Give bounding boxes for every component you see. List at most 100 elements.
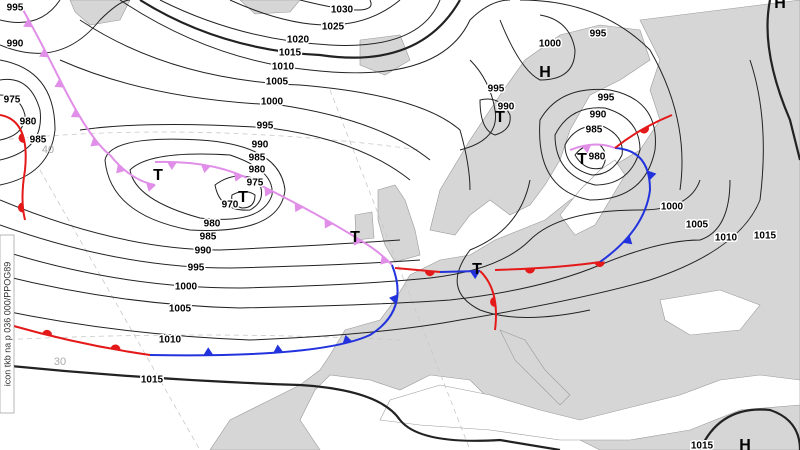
isobar-label: 980	[589, 152, 606, 163]
isobar-label: 1000	[175, 282, 198, 293]
front-triangle	[273, 344, 284, 353]
front-triangle	[70, 108, 81, 118]
isobar	[0, 224, 421, 269]
front-triangle	[203, 347, 214, 356]
front-triangle	[389, 294, 398, 305]
isobar-label: 1015	[141, 375, 164, 386]
isobar	[129, 153, 273, 220]
isobar-label: 990	[498, 102, 515, 113]
british-isles	[354, 184, 421, 263]
isobar	[0, 199, 401, 251]
isobar-label: 990	[252, 140, 269, 151]
isobar	[0, 78, 41, 161]
warm-front	[479, 270, 497, 331]
front-triangle	[39, 48, 49, 58]
isobar	[0, 59, 764, 341]
front-semicircle	[110, 344, 121, 351]
side-text: icon tkb na p 036 000/PPOG89	[2, 262, 12, 387]
pressure-center: T	[350, 229, 360, 246]
isobar-label: 1005	[686, 220, 709, 231]
pressure-center: T	[495, 109, 505, 126]
isobar-label: 985	[200, 232, 217, 243]
latitude-label: 40	[42, 144, 54, 156]
front-semicircle	[639, 126, 649, 134]
isobar	[766, 0, 800, 161]
isobar	[139, 0, 461, 59]
pressure-center: T	[577, 151, 587, 168]
isobar	[456, 179, 591, 318]
isobar-label: 995	[598, 93, 615, 104]
isobar	[0, 0, 131, 54]
isobar-label: 975	[247, 178, 264, 189]
isobar-label: 995	[590, 29, 607, 40]
isobar-label: 1030	[331, 5, 354, 16]
isobar-label: 1010	[715, 233, 738, 244]
front-semicircle	[524, 268, 535, 274]
isobar-label: 980	[249, 165, 266, 176]
front-triangle	[342, 334, 353, 344]
isobar	[519, 0, 683, 191]
isobar-label: 995	[488, 84, 505, 95]
pressure-center: H	[539, 64, 551, 81]
isobar-label: 1015	[279, 48, 302, 59]
isobar	[79, 123, 411, 181]
isobar-label: 995	[188, 263, 205, 274]
isobar-label: 1005	[169, 304, 192, 315]
isobar-label: 990	[590, 110, 607, 121]
isobar-label: 1025	[322, 22, 345, 33]
front-semicircle	[594, 261, 605, 268]
front-triangle	[90, 137, 100, 147]
front-triangle	[469, 271, 480, 280]
front-triangle	[233, 172, 244, 182]
isobar	[0, 363, 561, 450]
front-triangle	[23, 18, 33, 28]
isobar	[159, 0, 441, 46]
warm-front	[0, 114, 27, 221]
isobar	[499, 14, 576, 81]
front-triangle	[116, 164, 126, 174]
isobar	[554, 107, 641, 186]
front-triangle	[324, 219, 334, 229]
isobar	[539, 88, 656, 201]
isobar-label: 990	[7, 39, 24, 50]
isobar	[698, 408, 800, 450]
pressure-center: T	[472, 261, 482, 278]
occluded-front	[109, 154, 156, 186]
cold-front	[599, 147, 652, 263]
pressure-center: H	[774, 0, 786, 12]
isobar	[79, 19, 471, 191]
isobar-label: 975	[4, 95, 21, 106]
isobar	[459, 59, 497, 151]
isobar	[59, 59, 431, 161]
front-semicircle	[424, 270, 435, 277]
latitude-label: 30	[54, 356, 66, 368]
front-triangle	[200, 164, 211, 174]
front-triangle	[353, 236, 363, 246]
isobar	[0, 94, 26, 141]
warm-front	[494, 261, 601, 271]
isobar-label: 995	[257, 121, 274, 132]
front-triangle	[622, 235, 633, 245]
isobar	[119, 0, 511, 74]
isobar	[564, 124, 623, 176]
black-sea	[659, 289, 761, 336]
side-text-box	[0, 234, 15, 414]
mediterranean	[379, 374, 800, 441]
front-semicircle	[42, 329, 52, 337]
isobar-label: 1020	[287, 35, 310, 46]
front-triangle	[166, 161, 177, 170]
isobar	[104, 138, 286, 231]
isobar-label: 980	[20, 117, 37, 128]
isobar-label: 1015	[691, 441, 714, 450]
isobar	[479, 98, 511, 136]
front-triangle	[581, 144, 592, 154]
isobar	[0, 179, 701, 289]
front-triangle	[294, 202, 304, 213]
pressure-center: T	[238, 189, 248, 206]
pressure-center: H	[739, 437, 751, 450]
isobar-label: 1015	[754, 231, 777, 242]
isobar-label: 985	[30, 135, 47, 146]
